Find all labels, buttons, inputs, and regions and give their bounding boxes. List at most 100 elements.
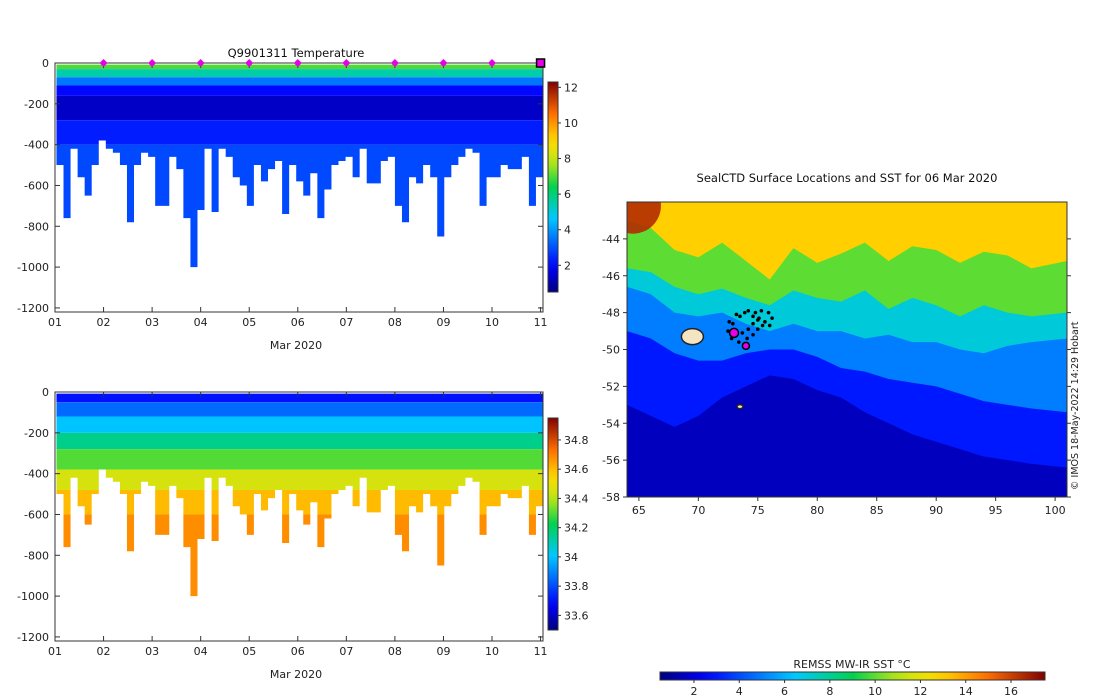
x-tick-label: 02 <box>97 645 111 658</box>
track-point <box>731 321 735 326</box>
y-tick-label: -200 <box>24 427 49 440</box>
section-layer-band <box>56 144 543 268</box>
section-layer-band <box>56 69 543 78</box>
section-layer-band <box>56 514 543 597</box>
sst-colorbar-tick-label: 12 <box>913 685 927 698</box>
y-tick-label: -600 <box>24 508 49 521</box>
track-point <box>734 312 739 317</box>
track-point <box>751 321 755 326</box>
colorbar-tick-label: 8 <box>564 153 571 166</box>
track-point <box>746 327 751 332</box>
island <box>736 403 744 410</box>
y-tick-label: -800 <box>24 549 49 562</box>
y-tick-label: -800 <box>24 220 49 233</box>
sst-isoline-region <box>627 202 1067 280</box>
y-tick-label: -1200 <box>17 302 49 315</box>
surface-marker <box>439 59 448 67</box>
x-tick-label: 06 <box>291 645 305 658</box>
colorbar-tick-label: 10 <box>564 117 578 130</box>
map-y-tick-label: -44 <box>602 233 620 246</box>
credit-text: © IMOS 18-May-2022 14:29 Hobart <box>1070 321 1081 491</box>
colorbar-tick-label: 34.2 <box>564 522 589 535</box>
colorbar-tick-label: 2 <box>564 259 571 272</box>
colorbar-tick-label: 4 <box>564 224 571 237</box>
map-y-tick-label: -48 <box>602 307 620 320</box>
y-tick-label: 0 <box>42 386 49 399</box>
sst-colorbar-tick-label: 6 <box>781 685 788 698</box>
track-point <box>766 310 771 315</box>
y-tick-label: 0 <box>42 57 49 70</box>
track-point <box>745 336 749 341</box>
track-point <box>760 323 765 328</box>
track-point <box>763 320 767 324</box>
map-x-tick-label: 100 <box>1045 504 1066 517</box>
section-layers <box>56 64 543 268</box>
y-tick-label: -1200 <box>17 631 49 644</box>
section-layer-band <box>56 449 543 470</box>
map-x-tick-label: 75 <box>751 504 765 517</box>
section-layer-band <box>56 489 543 515</box>
sst-warm-patch <box>627 202 661 234</box>
x-tick-label: 06 <box>291 316 305 329</box>
colorbar-tick-label: 34 <box>564 551 578 564</box>
section-layer-band <box>56 469 543 490</box>
y-tick-label: -1000 <box>17 590 49 603</box>
map-x-tick-label: 95 <box>989 504 1003 517</box>
colorbar-tick-label: 12 <box>564 81 578 94</box>
map-y-tick-label: -56 <box>602 454 620 467</box>
track-point <box>751 314 755 319</box>
section-layer-band <box>56 402 543 417</box>
x-tick-label: 02 <box>97 316 111 329</box>
track-point <box>759 308 764 313</box>
x-tick-label: 07 <box>339 316 353 329</box>
surface-marker <box>390 59 399 67</box>
map-x-tick-label: 80 <box>810 504 824 517</box>
section-layer-band <box>56 85 543 96</box>
sst-field <box>627 202 1067 497</box>
map-y-tick-label: -46 <box>602 270 620 283</box>
y-tick-label: -1000 <box>17 261 49 274</box>
x-tick-label: 09 <box>436 645 450 658</box>
x-tick-label: 07 <box>339 645 353 658</box>
latest-position-marker <box>741 341 751 351</box>
island <box>680 327 705 346</box>
sst-colorbar <box>659 671 1046 681</box>
x-tick-label: 09 <box>436 316 450 329</box>
colorbar-tick-label: 33.6 <box>564 609 589 622</box>
colorbar-tick-label: 34.8 <box>564 434 589 447</box>
sst-map-plot: 65 70 75 80 85 90 95 100 -44 -46 -48 -50 -52 -54 -56 -5… <box>602 201 1071 698</box>
sst-colorbar-tick-label: 2 <box>690 685 697 698</box>
temperature-x-axis-label: Mar 2020 <box>270 339 322 352</box>
map-x-tick-label: 65 <box>632 504 646 517</box>
colorbar-tick-label: 6 <box>564 188 571 201</box>
track-point <box>738 314 742 319</box>
current-position-marker <box>535 58 546 68</box>
map-x-tick-label: 70 <box>691 504 705 517</box>
sst-colorbar-tick-label: 14 <box>959 685 973 698</box>
x-tick-label: 08 <box>388 316 402 329</box>
y-tick-label: -200 <box>24 98 49 111</box>
map-y-tick-label: -52 <box>602 380 620 393</box>
section-layer-band <box>56 120 543 145</box>
x-tick-label: 01 <box>48 316 62 329</box>
surface-marker <box>148 59 157 67</box>
sst-colorbar-tick-label: 8 <box>826 685 833 698</box>
x-tick-label: 04 <box>194 316 208 329</box>
track-point <box>740 331 745 335</box>
latest-position-marker <box>728 327 740 339</box>
x-tick-label: 05 <box>242 645 256 658</box>
track-point <box>746 308 751 313</box>
colorbar <box>547 417 559 631</box>
track-point <box>736 340 741 344</box>
x-tick-label: 03 <box>145 645 159 658</box>
colorbar-tick-label: 34.6 <box>564 463 589 476</box>
track-point <box>742 310 747 315</box>
section-layers <box>56 393 543 597</box>
track-point <box>727 320 732 324</box>
colorbar-tick-label: 34.4 <box>564 492 589 505</box>
section-layer-band <box>56 77 543 86</box>
surface-marker <box>488 59 497 67</box>
map-title: SealCTD Surface Locations and SST for 06… <box>697 171 998 185</box>
